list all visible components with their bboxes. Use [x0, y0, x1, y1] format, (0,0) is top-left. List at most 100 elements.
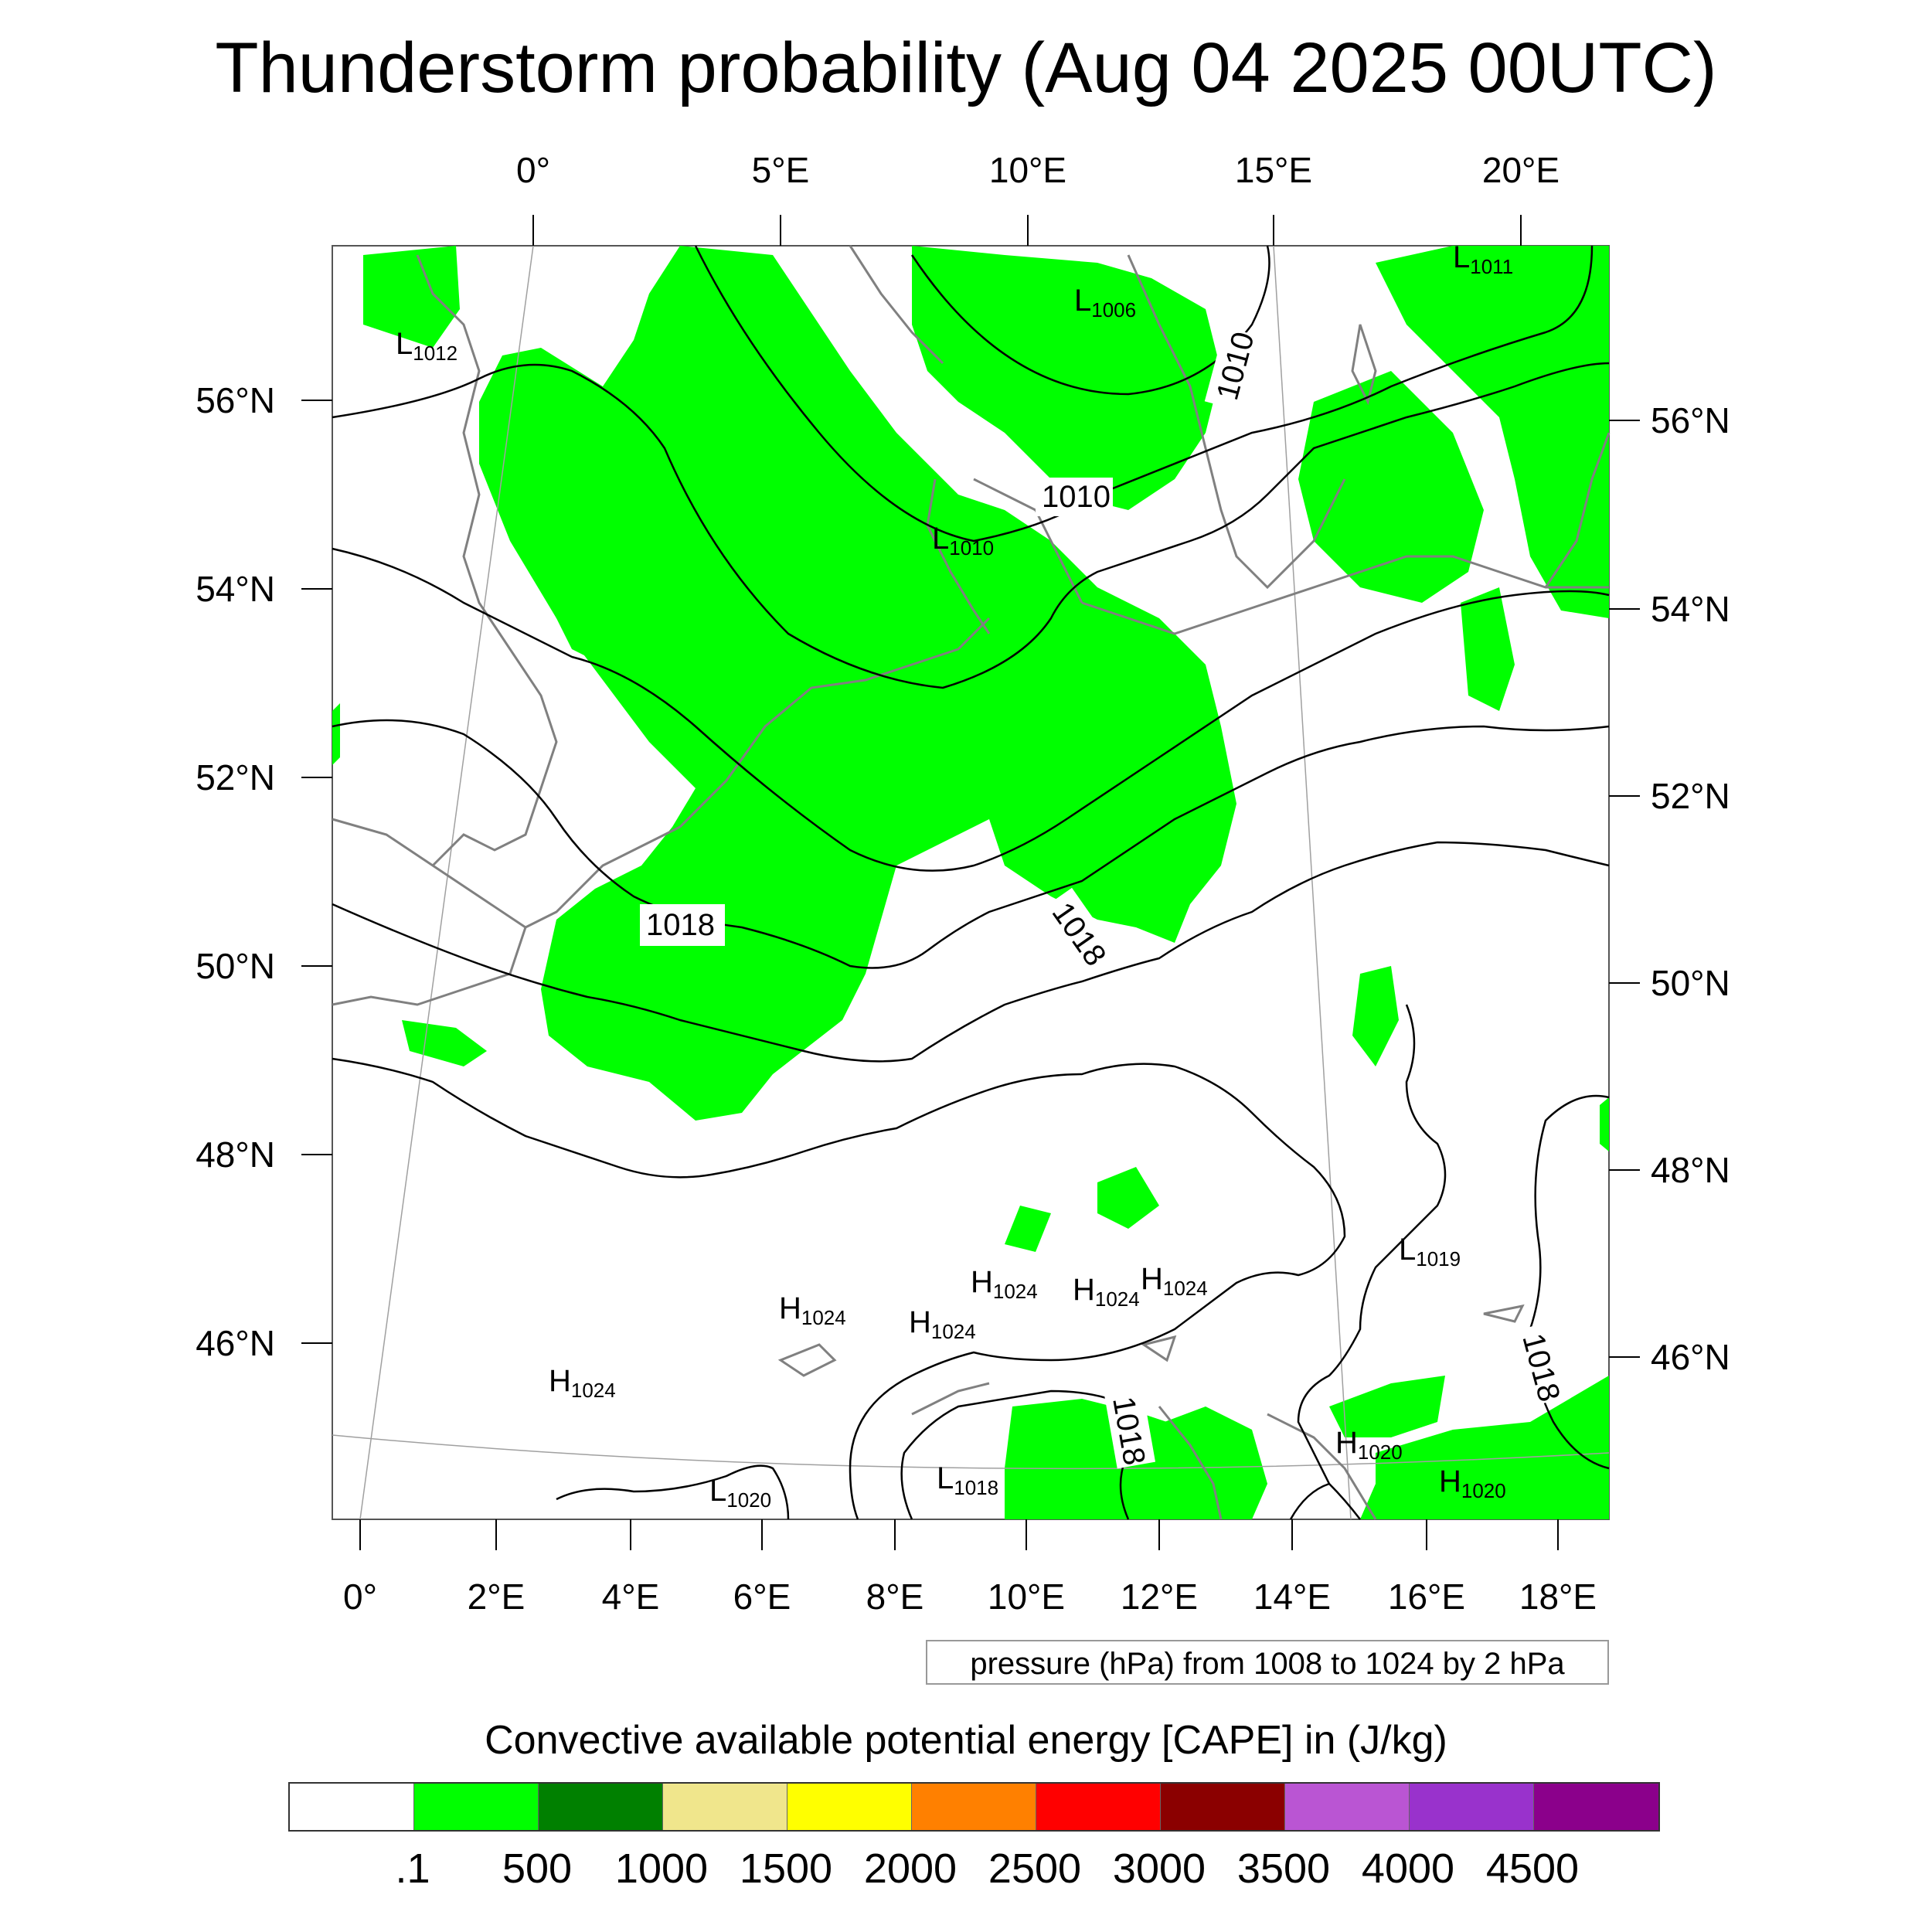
isobar-1018-east — [1297, 1004, 1447, 1485]
isobar-label-bg — [1036, 478, 1113, 516]
cape-region-czech — [1352, 966, 1399, 1066]
lon-label: 0° — [516, 150, 550, 190]
isobar-1018-far-east — [1529, 1094, 1610, 1470]
pressure-center: H1020 — [1439, 1464, 1506, 1502]
svg-text:L1010: L1010 — [932, 522, 994, 560]
pressure-center: L1011 — [1453, 240, 1513, 278]
lat-label: 56°N — [1651, 400, 1730, 440]
coastline-ligurian — [911, 1382, 990, 1416]
lon-label: 2°E — [468, 1577, 526, 1617]
pressure-center: L1019 — [1399, 1233, 1461, 1270]
isobar-north-2 — [694, 245, 1594, 543]
isobar-1014 — [332, 719, 1610, 969]
colorbar-swatch — [414, 1784, 539, 1830]
colorbar-swatch — [1161, 1784, 1285, 1830]
svg-text:H1024: H1024 — [909, 1305, 976, 1343]
svg-text:H1024: H1024 — [779, 1291, 846, 1329]
coastline-adriatic-west — [1158, 1406, 1223, 1520]
svg-text:L1019: L1019 — [1399, 1233, 1461, 1270]
isobar-label: 1018 — [646, 908, 715, 942]
lon-label: 5°E — [752, 150, 810, 190]
map-title: Thunderstorm probability (Aug 04 2025 00… — [215, 29, 1717, 107]
colorbar-swatch — [663, 1784, 787, 1830]
cape-region-east-lower — [1461, 587, 1515, 711]
coastline-gotland — [1351, 324, 1377, 406]
lon-label: 15°E — [1235, 150, 1312, 190]
svg-text:L1006: L1006 — [1074, 284, 1136, 321]
svg-text:L1018: L1018 — [937, 1461, 998, 1499]
pressure-center: L1018 — [937, 1461, 998, 1499]
coastline-adriatic-east — [1267, 1413, 1377, 1520]
isobars — [332, 245, 1610, 1520]
bottom-lon-labels: 0° 2°E 4°E 6°E 8°E 10°E 12°E 14°E 16°E 1… — [343, 1577, 1597, 1617]
colorbar-swatch — [1285, 1784, 1410, 1830]
coastline-baltic-south — [1081, 555, 1609, 635]
svg-text:H1020: H1020 — [1335, 1426, 1403, 1464]
lon-label: 0° — [343, 1577, 377, 1617]
top-lon-labels: 0° 5°E 10°E 15°E 20°E — [516, 150, 1560, 190]
coastline-sweden-south — [1127, 254, 1346, 590]
pressure-center: L1006 — [1074, 284, 1136, 321]
lat-label: 52°N — [196, 757, 275, 798]
cape-region-far-northeast — [1376, 246, 1609, 618]
lon-label: 6°E — [733, 1577, 791, 1617]
cape-region-northeast — [912, 246, 1221, 510]
colorbar-label: 1000 — [614, 1845, 709, 1892]
pressure-center: H1024 — [549, 1364, 616, 1402]
lat-label: 46°N — [1651, 1337, 1730, 1377]
lon-label: 10°E — [988, 1577, 1065, 1617]
lat-label: 56°N — [196, 380, 275, 420]
coastline-north-sea-south — [679, 617, 991, 828]
colorbar-label: 3500 — [1236, 1845, 1331, 1892]
coastline-britain-east — [416, 254, 558, 867]
coastline-britain-south — [332, 818, 527, 1006]
isobar-1016 — [332, 841, 1610, 1063]
cape-region-bavaria — [1097, 1167, 1159, 1229]
coastlines — [332, 245, 1611, 1520]
cape-region-balkans — [1360, 1376, 1609, 1519]
pressure-center: H1024 — [779, 1291, 846, 1329]
colorbar-label: 1500 — [739, 1845, 833, 1892]
colorbar-swatch — [539, 1784, 663, 1830]
cape-region-baltic — [1298, 371, 1484, 603]
lon-label: 4°E — [602, 1577, 660, 1617]
colorbar-swatch — [912, 1784, 1036, 1830]
graticule — [332, 245, 1610, 1520]
pressure-center: H1020 — [1335, 1426, 1403, 1464]
lat-label: 48°N — [196, 1134, 275, 1175]
right-lat-labels: 56°N 54°N 52°N 50°N 48°N 46°N — [1651, 400, 1730, 1377]
colorbar-label: 2500 — [988, 1845, 1082, 1892]
lon-label: 20°E — [1482, 150, 1560, 190]
cape-region-west-strip — [487, 355, 665, 665]
colorbar-label: 2000 — [863, 1845, 957, 1892]
colorbar-swatch — [1534, 1784, 1658, 1830]
cape-region-north-west — [363, 246, 460, 348]
lat-label: 54°N — [196, 569, 275, 609]
colorbar-swatch — [1036, 1784, 1161, 1830]
axis-ticks — [301, 215, 1640, 1550]
lat-label: 46°N — [196, 1323, 275, 1363]
left-lat-labels: 56°N 54°N 52°N 50°N 48°N 46°N — [196, 380, 275, 1363]
isobar-1010 — [332, 362, 1610, 689]
pressure-center: H1024 — [909, 1305, 976, 1343]
coastline-lake-balaton — [1483, 1304, 1525, 1323]
cape-region-east-edge — [1600, 1097, 1609, 1151]
lat-label: 54°N — [1651, 589, 1730, 629]
svg-text:L1012: L1012 — [396, 327, 457, 365]
cape-region-alps-west — [1005, 1206, 1051, 1252]
svg-text:L1020: L1020 — [709, 1474, 771, 1512]
svg-text:L1011: L1011 — [1453, 240, 1513, 278]
colorbar-label: 3000 — [1112, 1845, 1206, 1892]
lat-label: 50°N — [1651, 963, 1730, 1003]
pressure-center: L1012 — [396, 327, 457, 365]
lon-label: 12°E — [1121, 1577, 1198, 1617]
lat-label: 50°N — [196, 946, 275, 986]
isobar-north-1 — [910, 245, 1270, 396]
lat-label: 52°N — [1651, 776, 1730, 816]
svg-text:H1024: H1024 — [971, 1265, 1038, 1303]
meridian-15e — [1273, 245, 1352, 1520]
coastline-france-north — [525, 825, 681, 929]
pressure-center: H1024 — [1073, 1273, 1140, 1311]
coastline-lake-garda — [1141, 1335, 1177, 1362]
